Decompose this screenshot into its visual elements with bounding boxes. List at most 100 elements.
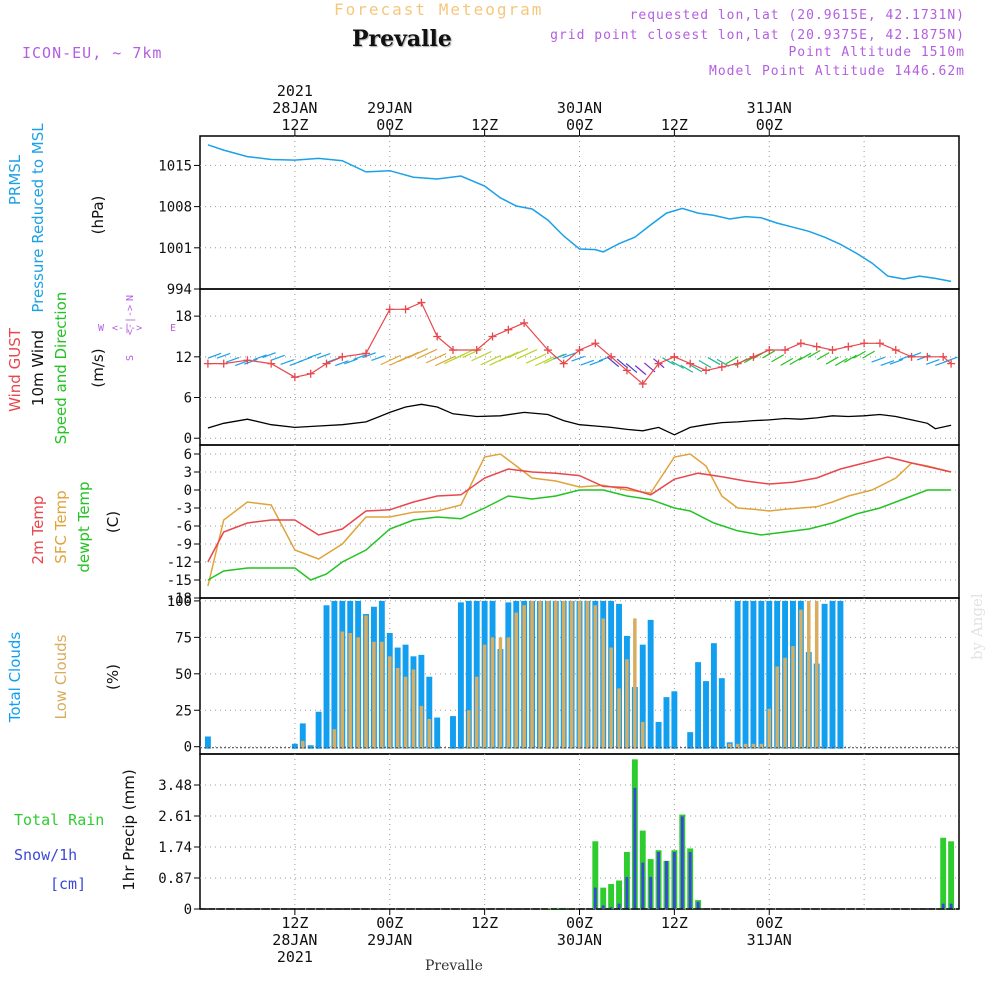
wind-direction-arrow	[716, 358, 730, 367]
low-cloud-bar	[561, 600, 566, 749]
y-tick-label: 1008	[158, 200, 192, 216]
snow-bar	[672, 851, 676, 909]
compass-north: N	[125, 295, 136, 301]
y-tick-label: 100	[167, 594, 192, 610]
low-cloud-bar	[775, 666, 779, 749]
total-cloud-bar	[418, 654, 425, 749]
low-cloud-bar	[482, 644, 487, 749]
total-cloud-bar	[465, 600, 472, 749]
wind-gust-marker	[472, 346, 481, 355]
total-cloud-bar	[718, 678, 725, 749]
low-cloud-bar	[799, 609, 803, 749]
wind-direction-arrow	[862, 350, 875, 359]
wind-gust-marker	[765, 346, 774, 355]
wind-direction-arrow	[889, 358, 904, 365]
low-cloud-bar	[791, 646, 795, 749]
total-cloud-bar	[204, 736, 211, 749]
snow-bar	[688, 851, 692, 909]
rain-bar	[600, 887, 607, 909]
low-cloud-bar	[506, 637, 511, 749]
low-cloud-bar	[727, 743, 732, 749]
wind-gust-marker	[417, 298, 426, 307]
y-tick-label: 1015	[158, 158, 192, 174]
wind-direction-arrow	[871, 356, 885, 363]
low-cloud-bar	[332, 729, 337, 749]
y-tick-label: 0	[184, 431, 192, 447]
total-cloud-bar	[457, 602, 464, 749]
wind-direction-arrow	[707, 357, 721, 366]
wind-gust-marker	[654, 359, 663, 368]
total-cloud-bar	[299, 723, 306, 749]
low-cloud-bar	[814, 600, 819, 749]
low-cloud-bar	[735, 743, 740, 749]
compass-south: S	[125, 355, 136, 361]
total-cloud-bar	[434, 717, 441, 749]
wind-direction-arrow	[507, 347, 529, 359]
gridpoint-coords: grid point closest lon,lat (20.9375E, 42…	[550, 28, 965, 43]
wind-gust-marker	[812, 342, 821, 351]
low-cloud-bar	[356, 637, 360, 749]
wind-gust-marker	[401, 305, 410, 314]
wind-gust-marker	[686, 359, 695, 368]
top-time-label: 30JAN	[557, 99, 602, 117]
wind-direction-arrow	[671, 360, 685, 369]
snow-bar	[641, 862, 645, 909]
wind-speed-label: 10m Wind	[29, 330, 47, 406]
wind-direction-arrow	[225, 356, 240, 363]
low-cloud-bar	[577, 600, 582, 749]
rain-bar	[948, 841, 955, 909]
wind-direction-arrow	[807, 349, 821, 359]
bottom-time-label: 00Z	[566, 914, 593, 932]
dewpoint-temp-line	[207, 489, 952, 581]
wind-gust-marker	[520, 318, 529, 327]
total-cloud-bar	[829, 600, 836, 749]
wind-direction-arrow	[798, 352, 812, 361]
total-cloud-bar	[426, 676, 433, 749]
low-cloud-bar	[301, 740, 305, 749]
t2m-label: 2m Temp	[29, 496, 47, 565]
low-cloud-bar	[585, 600, 590, 749]
wind-direction-arrow	[589, 359, 604, 366]
top-time-label: 12Z	[281, 116, 308, 134]
wind-direction-arrow	[416, 348, 438, 360]
y-tick-label: 0	[184, 740, 192, 756]
total-cloud-bar	[766, 600, 773, 749]
wind-speed-line	[207, 403, 952, 436]
low-cloud-bar	[348, 632, 352, 749]
wind-gust-label: Wind GUST	[6, 327, 24, 412]
y-tick-label: 6	[184, 391, 192, 407]
wind-direction-arrow	[280, 359, 295, 365]
wind-gust-marker	[796, 339, 805, 348]
low-cloud-bar	[498, 637, 503, 749]
y-tick-label: 0.87	[158, 871, 192, 887]
total-cloud-bar	[703, 681, 709, 749]
station-title: Prevalle	[352, 26, 452, 52]
wind-direction-arrow	[562, 352, 576, 359]
total-cloud-bar	[821, 603, 828, 749]
y-tick-label: 1001	[158, 241, 192, 257]
total-cloud-bar	[671, 691, 678, 749]
low-cloud-bar	[640, 721, 645, 749]
bottom-time-label: 28JAN	[272, 931, 317, 949]
wind-direction-arrow	[480, 355, 501, 366]
bottom-time-label: 00Z	[756, 914, 783, 932]
wind-gust-marker	[907, 352, 916, 361]
wind-direction-arrow	[362, 352, 376, 359]
total-cloud-bar	[663, 697, 670, 749]
wind-direction-arrow	[344, 358, 358, 365]
y-tick-label: -18	[167, 591, 192, 607]
snow-bar	[617, 903, 621, 909]
y-tick-label: 0	[184, 483, 192, 499]
wind-direction-arrow	[553, 353, 567, 360]
wind-direction-arrow	[207, 352, 222, 359]
y-tick-label: 18	[175, 309, 192, 325]
y-tick-label: -3	[175, 501, 192, 517]
wind-direction-arrow	[353, 354, 367, 361]
wind-direction-arrow	[771, 354, 785, 363]
bottom-time-label: 30JAN	[557, 931, 602, 949]
wind-direction-arrow	[307, 352, 322, 359]
wind-direction-arrow	[834, 358, 848, 367]
low-cloud-bar	[403, 676, 408, 749]
low-cloud-bar	[340, 631, 345, 749]
wind-direction-arrow	[625, 363, 638, 373]
